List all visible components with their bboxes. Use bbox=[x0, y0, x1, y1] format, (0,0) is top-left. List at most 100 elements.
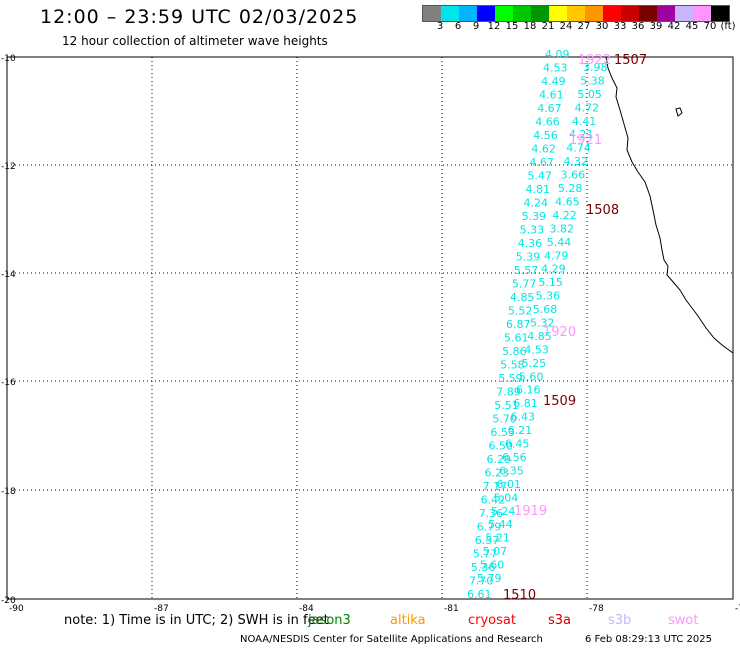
units-note: note: 1) Time is in UTC; 2) SWH is in fe… bbox=[64, 613, 329, 628]
colorbar-label: 45 bbox=[685, 21, 699, 32]
wave-reading: 3.98 bbox=[583, 61, 608, 74]
colorbar-swatch bbox=[603, 6, 621, 21]
wave-reading: 6.23 bbox=[485, 467, 510, 480]
wave-reading: 4.81 bbox=[526, 183, 551, 196]
pass-time-label: 1921 bbox=[569, 133, 602, 148]
colorbar-label: 6 bbox=[454, 21, 462, 32]
wave-reading: 6.56 bbox=[502, 451, 526, 464]
wave-reading: 4.53 bbox=[524, 343, 549, 356]
colorbar-label: 15 bbox=[505, 21, 519, 32]
wave-reading: 5.86 bbox=[502, 345, 526, 358]
pass-time-label: 1919 bbox=[514, 504, 547, 519]
wave-reading: 5.61 bbox=[504, 332, 529, 345]
wave-reading: 4.79 bbox=[544, 249, 569, 262]
pass-time-label: 1507 bbox=[614, 53, 647, 68]
wave-height-colorbar bbox=[422, 5, 730, 22]
wave-reading: 5.05 bbox=[577, 88, 602, 101]
wave-reading: 4.66 bbox=[535, 116, 560, 129]
wave-reading: 7.36 bbox=[479, 507, 504, 520]
wave-reading: 5.60 bbox=[519, 370, 544, 383]
wave-reading: 5.68 bbox=[533, 303, 558, 316]
wave-reading: 5.77 bbox=[473, 548, 498, 561]
colorbar-label: 39 bbox=[649, 21, 663, 32]
wave-reading: 4.29 bbox=[541, 263, 566, 276]
colorbar-label: 42 bbox=[667, 21, 681, 32]
pass-time-label: 1922 bbox=[578, 53, 611, 68]
colorbar-label: 27 bbox=[577, 21, 591, 32]
wave-reading: 4.32 bbox=[563, 155, 588, 168]
colorbar-label: 33 bbox=[613, 21, 627, 32]
wave-reading: 5.25 bbox=[522, 357, 547, 370]
wave-reading: 5.77 bbox=[512, 278, 536, 291]
wave-reading: 6.61 bbox=[467, 588, 492, 601]
satellite-legend-item: s3a bbox=[548, 613, 572, 628]
pass-time-label: 1509 bbox=[543, 394, 576, 409]
longitude-label: -75 bbox=[735, 604, 740, 614]
map-title: 12:00 – 23:59 UTC 02/03/2025 bbox=[40, 6, 359, 28]
colorbar-swatch bbox=[477, 6, 495, 21]
map-grid bbox=[7, 57, 733, 599]
wave-reading: 6.45 bbox=[505, 438, 530, 451]
latitude-label: -14 bbox=[1, 270, 16, 280]
wave-reading: 4.22 bbox=[552, 209, 577, 222]
wave-reading: 6.81 bbox=[513, 397, 538, 410]
wave-reading: 4.21 bbox=[569, 128, 594, 141]
pass-time-label: 1920 bbox=[543, 325, 576, 340]
wave-reading: 6.79 bbox=[477, 521, 502, 534]
wave-reading: 6.35 bbox=[499, 464, 524, 477]
wave-reading: 5.32 bbox=[530, 317, 555, 330]
pass-time-label: 1508 bbox=[586, 203, 619, 218]
wave-reading: 5.79 bbox=[477, 572, 502, 585]
latitude-label: -10 bbox=[1, 54, 16, 64]
latitude-label: -12 bbox=[1, 162, 16, 172]
wave-reading: 5.51 bbox=[494, 399, 519, 412]
longitude-label: -90 bbox=[9, 604, 24, 614]
wave-reading: 6.87 bbox=[506, 318, 531, 331]
wave-reading: 4.85 bbox=[527, 330, 552, 343]
wave-reading: 5.60 bbox=[480, 559, 505, 572]
colorbar-swatch bbox=[693, 6, 711, 21]
wave-reading: 4.24 bbox=[524, 197, 549, 210]
wave-reading: 5.47 bbox=[527, 170, 552, 183]
wave-reading: 7.89 bbox=[496, 386, 521, 399]
wave-reading: 6.29 bbox=[487, 453, 512, 466]
wave-reading: 5.04 bbox=[494, 491, 518, 504]
wave-reading: 6.57 bbox=[475, 534, 500, 547]
wave-reading: 5.24 bbox=[491, 505, 516, 518]
longitude-label: -87 bbox=[154, 604, 169, 614]
wave-reading: 5.58 bbox=[500, 359, 525, 372]
map-frame bbox=[6, 56, 734, 600]
wave-reading: 6.50 bbox=[488, 440, 513, 453]
wave-reading: 4.67 bbox=[529, 156, 554, 169]
wave-reading: 4.74 bbox=[566, 142, 591, 155]
colorbar-label: 36 bbox=[631, 21, 645, 32]
wave-reading: 7.17 bbox=[483, 480, 508, 493]
wave-reading: 4.41 bbox=[572, 115, 597, 128]
latitude-labels: -10 -12 -14 -16 -18 -20 bbox=[1, 54, 16, 606]
wave-reading: 7.70 bbox=[469, 575, 494, 588]
colorbar-swatch bbox=[441, 6, 459, 21]
colorbar-label: 9 bbox=[472, 21, 480, 32]
coastline bbox=[605, 56, 734, 354]
colorbar-label: 18 bbox=[523, 21, 537, 32]
colorbar-swatch bbox=[657, 6, 675, 21]
pass-time-label: 1510 bbox=[503, 588, 536, 603]
wave-reading: 3.82 bbox=[550, 222, 575, 235]
credit-text: NOAA/NESDIS Center for Satellite Applica… bbox=[240, 634, 543, 645]
wave-reading: 4.85 bbox=[510, 291, 535, 304]
satellite-legend-item: jason3 bbox=[308, 613, 351, 628]
pass-time-labels: 1922 1507 1921 1508 1920 1509 1919 1510 bbox=[503, 53, 647, 603]
colorbar-swatch bbox=[513, 6, 531, 21]
wave-reading: 5.15 bbox=[538, 276, 563, 289]
wave-reading: 5.33 bbox=[520, 224, 545, 237]
wave-reading: 5.39 bbox=[522, 210, 547, 223]
colorbar-swatch bbox=[495, 6, 513, 21]
wave-readings-layer: 4.094.534.494.614.674.664.564.624.675.47… bbox=[467, 48, 608, 601]
generated-timestamp: 6 Feb 08:29:13 UTC 2025 bbox=[585, 634, 712, 645]
wave-reading: 4.56 bbox=[533, 129, 558, 142]
wave-reading: 6.01 bbox=[497, 478, 522, 491]
colorbar-label: (ft) bbox=[720, 21, 736, 32]
wave-reading: 5.36 bbox=[471, 561, 496, 574]
wave-reading: 5.59 bbox=[498, 372, 523, 385]
